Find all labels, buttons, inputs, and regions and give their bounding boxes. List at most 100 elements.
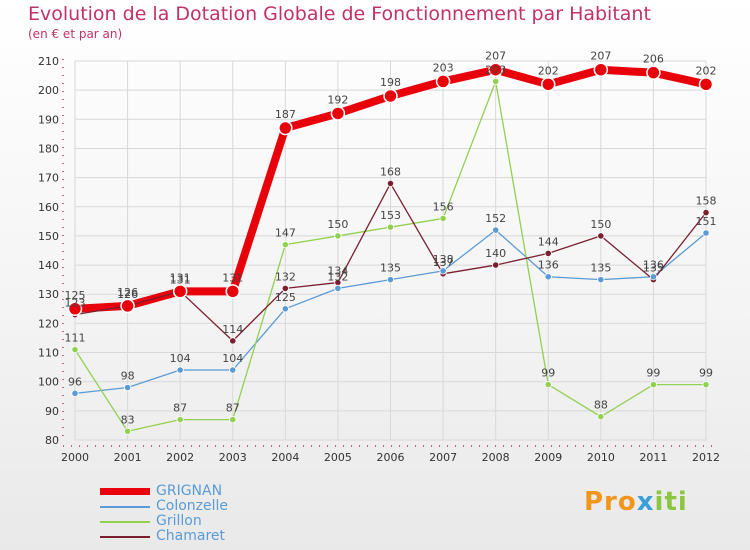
data-point-grignan [541, 77, 556, 92]
data-label-grignan: 202 [696, 64, 717, 77]
data-point-chamaret [702, 209, 710, 217]
data-label-chamaret: 144 [538, 235, 559, 248]
data-point-grignan [172, 284, 188, 299]
data-label-grignan: 203 [433, 61, 454, 74]
data-point-grillon [334, 232, 342, 240]
data-label-grillon: 150 [327, 218, 348, 231]
legend-item-colonzelle: Colonzelle [100, 499, 228, 514]
legend-item-chamaret: Chamaret [100, 529, 228, 544]
data-point-grillon [229, 415, 237, 424]
legend-label-colonzelle: Colonzelle [156, 498, 229, 514]
data-label-colonzelle: 135 [590, 262, 611, 275]
data-point-colonzelle [649, 273, 658, 281]
data-point-grignan [330, 106, 346, 121]
y-tick-label: 100 [38, 376, 59, 389]
x-tick-label: 2010 [587, 451, 615, 464]
y-tick-label: 120 [38, 317, 59, 330]
chart-subtitle: (en € et par an) [28, 27, 123, 41]
data-point-colonzelle [492, 226, 500, 234]
data-point-chamaret [544, 249, 552, 258]
x-tick-label: 2002 [166, 451, 194, 464]
legend-label-grignan: GRIGNAN [156, 483, 223, 499]
y-tick-label: 140 [38, 259, 59, 272]
data-label-grignan: 198 [380, 76, 401, 89]
x-tick-label: 2012 [692, 451, 720, 464]
data-label-colonzelle: 125 [275, 291, 296, 304]
data-point-colonzelle [702, 229, 710, 237]
data-point-colonzelle [123, 383, 132, 392]
y-tick-label: 160 [38, 201, 59, 214]
data-label-grillon: 99 [646, 367, 660, 380]
data-point-grignan [593, 62, 609, 77]
data-label-chamaret: 123 [65, 297, 86, 310]
data-point-grillon [597, 413, 605, 421]
data-label-grillon: 156 [433, 200, 454, 213]
data-point-grignan [698, 77, 714, 92]
data-point-grillon [702, 381, 710, 389]
data-label-chamaret: 114 [222, 323, 243, 336]
data-point-grignan [646, 65, 661, 80]
data-label-grillon: 87 [226, 402, 240, 415]
data-point-grillon [71, 346, 79, 354]
data-label-grignan: 192 [327, 93, 348, 106]
y-tick-label: 130 [38, 288, 59, 301]
data-point-grignan [120, 298, 135, 314]
y-tick-label: 110 [38, 347, 59, 360]
data-point-grillon [492, 77, 500, 86]
data-label-grillon: 99 [699, 367, 713, 380]
data-label-colonzelle: 104 [170, 352, 191, 365]
data-label-colonzelle: 136 [538, 259, 559, 272]
y-tick-label: 210 [38, 55, 59, 68]
x-tick-label: 2005 [324, 451, 352, 464]
x-tick-label: 2007 [429, 451, 457, 464]
data-label-grillon: 83 [121, 413, 135, 426]
logo-part-2: x [636, 487, 655, 517]
x-tick-label: 2003 [219, 451, 247, 464]
data-label-chamaret: 134 [327, 265, 348, 278]
data-point-chamaret [492, 261, 500, 269]
data-point-grillon [386, 223, 395, 231]
data-point-grillon [649, 381, 658, 389]
data-label-colonzelle: 132 [327, 270, 348, 283]
data-label-grillon: 147 [275, 227, 296, 240]
chart-title: Evolution de la Dotation Globale de Fonc… [28, 3, 651, 25]
y-tick-label: 90 [45, 405, 59, 418]
y-tick-label: 200 [38, 84, 59, 97]
data-point-grignan [488, 62, 503, 77]
legend-label-chamaret: Chamaret [156, 528, 225, 544]
data-label-grillon: 99 [541, 367, 555, 380]
x-tick-label: 2004 [271, 451, 299, 464]
data-label-colonzelle: 152 [485, 212, 506, 225]
legend-swatch-grillon [100, 520, 150, 523]
data-label-grignan: 125 [65, 289, 86, 302]
y-tick-label: 190 [38, 113, 59, 126]
y-tick-label: 180 [38, 142, 59, 155]
data-point-grillon [544, 381, 552, 389]
data-point-chamaret [597, 232, 605, 240]
data-label-chamaret: 150 [590, 218, 611, 231]
data-label-grillon: 87 [173, 402, 187, 415]
data-label-grillon: 153 [380, 209, 401, 222]
y-tick-label: 170 [38, 172, 59, 185]
data-label-colonzelle: 151 [696, 215, 717, 228]
data-point-chamaret [229, 337, 237, 345]
chart-legend: GRIGNAN Colonzelle Grillon Chamaret [100, 484, 228, 544]
data-point-colonzelle [176, 366, 184, 374]
data-point-grignan [435, 74, 451, 89]
data-point-chamaret [386, 179, 395, 188]
data-label-colonzelle: 104 [222, 352, 243, 365]
data-label-grignan: 131 [170, 271, 191, 284]
data-label-chamaret: 140 [485, 247, 506, 260]
x-tick-label: 2000 [61, 451, 89, 464]
data-point-grignan [67, 301, 83, 317]
data-point-chamaret [281, 284, 289, 292]
data-label-chamaret: 135 [643, 262, 664, 275]
data-label-grillon: 203 [485, 63, 506, 76]
data-label-grignan: 207 [485, 50, 506, 63]
x-tick-label: 2009 [534, 451, 562, 464]
y-tick-label: 150 [38, 230, 59, 243]
data-label-grignan: 206 [643, 53, 664, 66]
data-label-colonzelle: 138 [433, 253, 454, 266]
x-tick-label: 2011 [639, 451, 667, 464]
